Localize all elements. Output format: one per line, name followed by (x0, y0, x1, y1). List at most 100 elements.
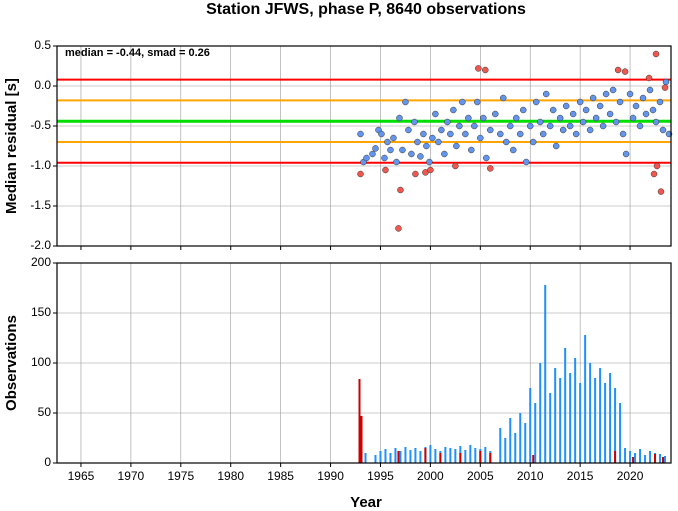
data-point (586, 126, 594, 134)
bar (514, 433, 517, 463)
bar (489, 453, 492, 463)
bar (549, 393, 552, 463)
bar (374, 455, 377, 463)
bar (429, 445, 432, 463)
bar (419, 451, 422, 463)
bar (414, 448, 417, 463)
bar (454, 449, 457, 463)
data-point (642, 110, 650, 118)
x-tick-label: 2020 (617, 469, 644, 483)
data-point (423, 142, 430, 150)
data-point (662, 78, 670, 86)
data-point (592, 114, 600, 122)
data-point (596, 102, 604, 110)
bar (358, 379, 361, 463)
chart-title: Station JFWS, phase P, 8640 observations (206, 1, 526, 18)
bar (360, 416, 363, 463)
data-point (378, 130, 385, 138)
bar (614, 451, 617, 463)
data-point (447, 130, 454, 138)
data-point (619, 130, 627, 138)
data-point (661, 84, 669, 91)
x-axis-label: Year (350, 494, 382, 511)
data-point (429, 134, 436, 142)
data-point (402, 98, 409, 106)
data-point (438, 126, 445, 134)
data-point (462, 130, 469, 138)
data-point (453, 142, 460, 150)
bar (629, 451, 632, 463)
data-point (482, 66, 489, 74)
y-tick-label: 50 (38, 405, 52, 419)
bar (619, 403, 622, 463)
bar (624, 448, 627, 463)
data-point (526, 122, 534, 130)
data-point (639, 94, 647, 102)
bar (634, 453, 637, 463)
data-point (536, 118, 544, 126)
bar (594, 378, 597, 463)
data-point (452, 162, 459, 170)
bar (394, 448, 397, 463)
bar (464, 450, 467, 463)
bar (664, 456, 667, 463)
data-point (510, 146, 517, 154)
data-point (626, 90, 634, 98)
data-point (650, 170, 658, 178)
data-point (357, 170, 364, 178)
bar (654, 454, 657, 463)
data-point (474, 98, 481, 106)
data-point (589, 94, 597, 102)
bar (564, 348, 567, 463)
data-point (507, 122, 514, 130)
data-point (529, 138, 537, 146)
y-tick-label: 150 (31, 305, 51, 319)
data-point (656, 98, 664, 106)
data-point (602, 90, 610, 98)
y-tick-label: -2.0 (30, 238, 51, 252)
data-point (399, 146, 406, 154)
y-tick-label: -0.5 (30, 118, 51, 132)
y-tick-label: -1.0 (30, 158, 51, 172)
data-point (372, 145, 379, 152)
bar (504, 438, 507, 463)
bar (519, 413, 522, 463)
y-tick-label: 100 (31, 355, 51, 369)
x-tick-label: 1980 (217, 469, 244, 483)
bar (574, 358, 577, 463)
bar (459, 453, 462, 463)
data-point (503, 138, 510, 146)
data-point (384, 138, 391, 146)
data-point (382, 166, 389, 174)
data-point (465, 114, 472, 122)
data-point (616, 98, 624, 106)
data-point (632, 102, 640, 110)
data-point (381, 154, 388, 162)
data-point (513, 114, 520, 122)
bar (639, 449, 642, 463)
data-point (475, 65, 482, 72)
data-point (477, 134, 484, 142)
data-point (483, 154, 490, 162)
y-tick-label: -1.5 (30, 198, 51, 212)
data-point (562, 102, 570, 110)
bar (399, 451, 402, 463)
y-axis-label: Observations (3, 315, 20, 411)
bar (554, 368, 557, 463)
bar (584, 335, 587, 463)
bar (539, 363, 542, 463)
data-point (649, 106, 657, 114)
data-point (653, 162, 661, 170)
bar (524, 423, 527, 463)
data-point (414, 138, 421, 146)
data-point (652, 118, 660, 126)
data-point (411, 118, 418, 126)
y-axis-label: Median residual [s] (3, 78, 20, 214)
data-point (405, 126, 412, 134)
data-point (417, 153, 424, 160)
x-tick-label: 2015 (567, 469, 594, 483)
bar (662, 457, 665, 463)
bar (534, 403, 537, 463)
bar (644, 455, 647, 463)
